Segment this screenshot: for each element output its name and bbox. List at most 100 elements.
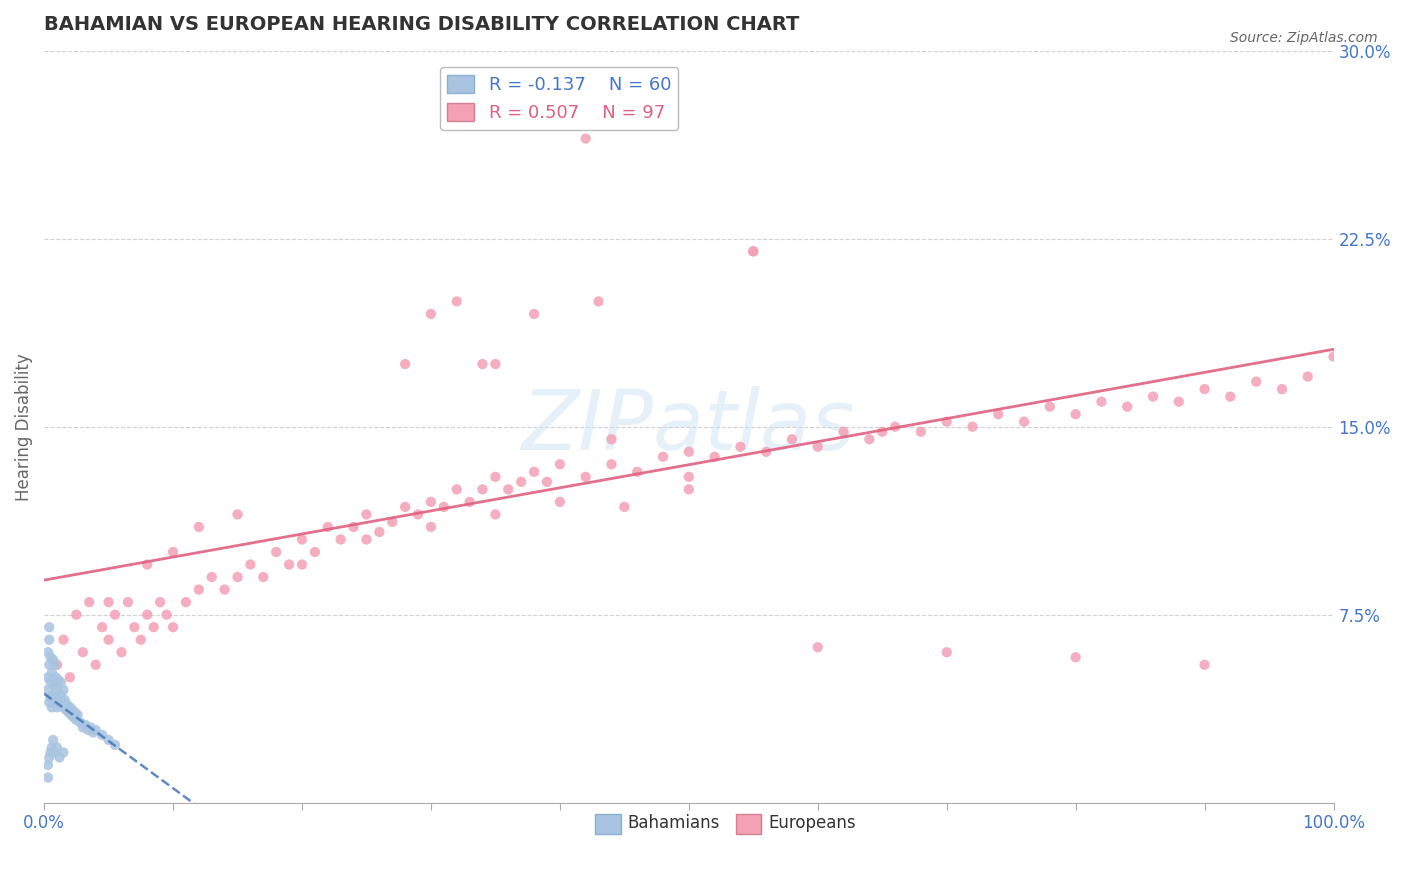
Point	[1219, 390, 1241, 404]
Point	[37, 682, 59, 697]
Point	[174, 595, 197, 609]
Point	[523, 307, 546, 321]
Point	[97, 595, 120, 609]
Point	[124, 620, 146, 634]
Point	[1322, 350, 1344, 364]
Point	[39, 650, 62, 665]
Point	[39, 675, 62, 690]
Point	[600, 458, 623, 472]
Point	[56, 698, 79, 712]
Point	[110, 645, 132, 659]
Point	[60, 707, 83, 722]
Point	[1012, 415, 1035, 429]
Point	[49, 675, 72, 690]
Point	[52, 632, 75, 647]
Point	[44, 746, 66, 760]
Point	[1244, 375, 1267, 389]
Point	[1116, 400, 1139, 414]
Point	[84, 657, 107, 672]
Point	[187, 582, 209, 597]
Point	[1090, 394, 1112, 409]
Point	[575, 131, 598, 145]
Point	[807, 440, 830, 454]
Point	[523, 465, 546, 479]
Point	[935, 415, 957, 429]
Point	[730, 440, 752, 454]
Point	[304, 545, 326, 559]
Point	[498, 483, 520, 497]
Point	[41, 740, 63, 755]
Point	[136, 558, 159, 572]
Point	[458, 495, 481, 509]
Point	[1194, 382, 1216, 396]
Point	[433, 500, 456, 514]
Text: Source: ZipAtlas.com: Source: ZipAtlas.com	[1230, 31, 1378, 45]
Point	[37, 670, 59, 684]
Point	[510, 475, 533, 489]
Point	[394, 357, 416, 371]
Point	[129, 632, 152, 647]
Point	[548, 458, 571, 472]
Point	[678, 444, 700, 458]
Point	[66, 707, 89, 722]
Point	[38, 750, 60, 764]
Text: BAHAMIAN VS EUROPEAN HEARING DISABILITY CORRELATION CHART: BAHAMIAN VS EUROPEAN HEARING DISABILITY …	[44, 15, 800, 34]
Point	[858, 432, 880, 446]
Point	[38, 695, 60, 709]
Point	[79, 720, 101, 734]
Point	[935, 645, 957, 659]
Point	[884, 419, 907, 434]
Point	[59, 670, 82, 684]
Point	[1064, 407, 1087, 421]
Point	[65, 713, 87, 727]
Point	[1296, 369, 1319, 384]
Point	[58, 706, 80, 720]
Point	[678, 483, 700, 497]
Point	[652, 450, 675, 464]
Point	[226, 570, 249, 584]
Point	[136, 607, 159, 622]
Point	[37, 758, 59, 772]
Text: Europeans: Europeans	[768, 814, 856, 832]
Point	[69, 715, 91, 730]
Point	[39, 746, 62, 760]
Legend: R = -0.137    N = 60, R = 0.507    N = 97: R = -0.137 N = 60, R = 0.507 N = 97	[440, 68, 679, 129]
Point	[41, 700, 63, 714]
Point	[316, 520, 339, 534]
Point	[44, 678, 66, 692]
Point	[291, 533, 314, 547]
Point	[77, 723, 100, 737]
Text: Bahamians: Bahamians	[627, 814, 720, 832]
Point	[1064, 650, 1087, 665]
Point	[381, 515, 404, 529]
Point	[49, 688, 72, 702]
Point	[38, 620, 60, 634]
Point	[678, 470, 700, 484]
Point	[53, 693, 76, 707]
Point	[46, 693, 69, 707]
Point	[703, 450, 725, 464]
Point	[41, 665, 63, 680]
Point	[72, 720, 94, 734]
Point	[59, 700, 82, 714]
Point	[44, 695, 66, 709]
Point	[97, 632, 120, 647]
Point	[278, 558, 301, 572]
Point	[162, 545, 184, 559]
Point	[42, 688, 65, 702]
Text: ZIPatlas: ZIPatlas	[522, 386, 856, 467]
Point	[75, 718, 97, 732]
Point	[600, 432, 623, 446]
Point	[742, 244, 765, 259]
Point	[142, 620, 165, 634]
Point	[1039, 400, 1062, 414]
Point	[987, 407, 1010, 421]
Point	[52, 700, 75, 714]
Point	[62, 710, 84, 724]
Point	[588, 81, 610, 95]
Point	[48, 698, 70, 712]
Point	[65, 607, 87, 622]
Point	[252, 570, 274, 584]
Point	[91, 728, 114, 742]
Point	[42, 733, 65, 747]
